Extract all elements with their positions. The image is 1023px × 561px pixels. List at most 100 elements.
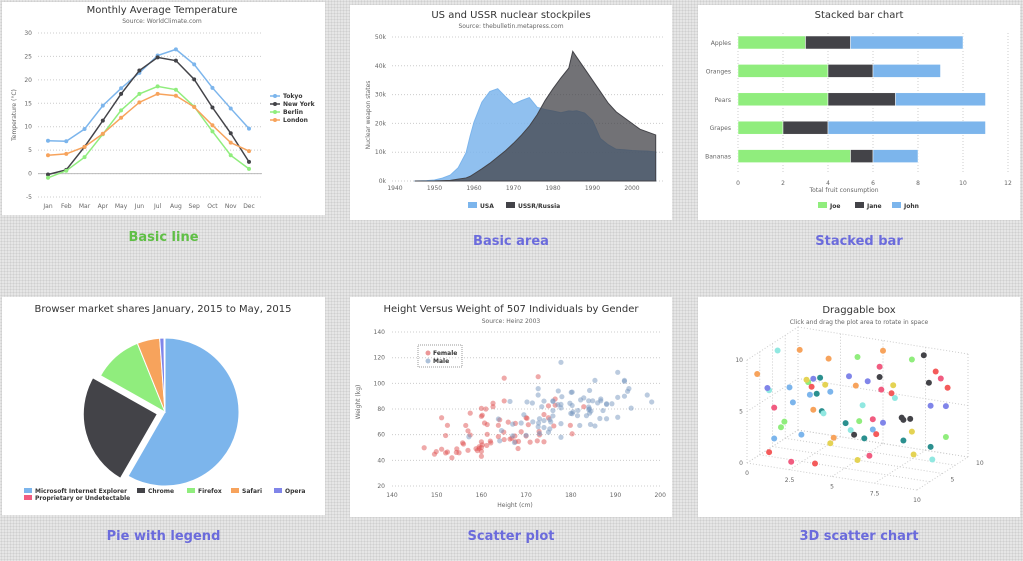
- x-tick-label: 2.5: [785, 477, 795, 484]
- data-point: [173, 93, 178, 98]
- caption-scatter-plot[interactable]: Scatter plot: [467, 529, 555, 544]
- x-tick-label: Oct: [207, 203, 218, 210]
- x-tick-label: 180: [565, 492, 577, 499]
- data-point: [789, 399, 796, 406]
- x-tick-label: Feb: [61, 203, 72, 210]
- male-point: [536, 420, 542, 426]
- data-point: [100, 118, 105, 123]
- chart-card-scatter[interactable]: Height Versus Weight of 507 Individuals …: [350, 297, 672, 517]
- data-point: [888, 390, 895, 397]
- data-point: [155, 91, 160, 96]
- data-point: [927, 402, 934, 409]
- male-point: [558, 421, 564, 427]
- chart-card-pie[interactable]: Browser market shares January, 2015 to M…: [2, 297, 325, 515]
- data-point: [46, 153, 50, 158]
- data-point: [210, 123, 215, 128]
- legend-marker: [273, 102, 277, 106]
- stacked-bar-chart: Stacked bar chart 0 2 4 6 8 10 12 Total fruit co…: [705, 10, 1012, 210]
- x-tick-label: 12: [1004, 180, 1012, 187]
- male-point: [587, 421, 594, 428]
- data-point: [173, 58, 178, 63]
- caption-3d-scatter[interactable]: 3D scatter chart: [799, 529, 919, 544]
- data-point: [927, 443, 934, 450]
- data-point: [788, 458, 795, 465]
- category-label: Oranges: [706, 68, 731, 75]
- box-gridline: [874, 449, 926, 484]
- y-tick-label: 5: [28, 147, 32, 154]
- male-point: [558, 405, 564, 411]
- x-tick-label: Dec: [243, 203, 255, 210]
- legend-symbol: [187, 488, 195, 493]
- data-point: [192, 77, 197, 82]
- female-point: [444, 449, 451, 455]
- male-point: [530, 419, 536, 425]
- chart-title: Height Versus Weight of 507 Individuals …: [384, 304, 640, 315]
- female-point: [443, 432, 449, 439]
- male-point: [558, 434, 564, 440]
- y-tick-label: 20k: [375, 120, 387, 127]
- female-point: [484, 442, 490, 449]
- data-point: [247, 166, 251, 171]
- data-point: [925, 379, 932, 386]
- male-point: [559, 394, 565, 400]
- x-tick-label: 5: [830, 484, 834, 491]
- x-tick-label: 150: [431, 492, 443, 499]
- y-tick-label: 5: [739, 409, 743, 416]
- data-point: [854, 457, 861, 463]
- chart-title: Stacked bar chart: [815, 10, 904, 21]
- legend-marker: [273, 110, 277, 114]
- area-ussr-russia: [414, 50, 657, 182]
- legend-symbol: [425, 350, 431, 356]
- data-point: [854, 354, 861, 360]
- male-point: [649, 399, 655, 405]
- female-point: [490, 404, 496, 410]
- data-point: [82, 155, 87, 160]
- female-point: [551, 423, 557, 429]
- x-tick-label: 1980: [545, 185, 560, 192]
- female-point: [478, 448, 484, 454]
- line-new-york: [47, 56, 250, 176]
- male-point: [510, 421, 516, 427]
- legend-symbol: [137, 488, 145, 493]
- data-point: [46, 175, 50, 180]
- chart-card-basic-line[interactable]: Monthly Average Temperature Source: World…: [2, 2, 325, 215]
- female-point: [433, 449, 439, 455]
- category-label: Grapes: [710, 125, 731, 132]
- data-point: [929, 456, 936, 463]
- legend-symbol: [24, 495, 32, 500]
- caption-basic-line[interactable]: Basic line: [128, 230, 199, 245]
- data-point: [210, 129, 215, 134]
- data-point: [798, 431, 805, 438]
- data-point: [808, 383, 815, 390]
- male-point: [497, 438, 503, 444]
- female-point: [541, 411, 547, 418]
- x-tick-label: 1990: [585, 185, 600, 192]
- caption-basic-area[interactable]: Basic area: [473, 234, 549, 249]
- chart-card-basic-area[interactable]: US and USSR nuclear stockpiles Source: th…: [350, 5, 672, 220]
- legend-item: Chrome: [148, 488, 174, 495]
- male-point: [523, 432, 529, 438]
- 3d-scatter-chart: Draggable box Click and drag the plot are…: [735, 305, 983, 504]
- data-point: [82, 144, 87, 149]
- chart-card-3d-scatter[interactable]: Draggable box Click and drag the plot are…: [698, 297, 1020, 517]
- male-point: [592, 377, 598, 384]
- male-point: [586, 406, 593, 412]
- female-point: [501, 375, 507, 381]
- y-tick-label: 40k: [375, 63, 387, 70]
- chart-card-stacked-bar[interactable]: Stacked bar chart 0 2 4 6 8 10 12 Total fruit co…: [698, 5, 1020, 220]
- data-point: [878, 386, 885, 393]
- caption-pie-with-legend[interactable]: Pie with legend: [106, 529, 221, 544]
- data-point: [827, 388, 834, 395]
- legend-item: USSR/Russia: [518, 203, 560, 210]
- data-point: [137, 91, 142, 96]
- male-point: [615, 394, 621, 400]
- y-tick-label: 40: [377, 457, 385, 464]
- female-point: [527, 439, 533, 445]
- female-point: [465, 428, 471, 434]
- data-point: [754, 371, 761, 377]
- x-tick-label: May: [115, 203, 128, 210]
- caption-stacked-bar[interactable]: Stacked bar: [815, 234, 903, 249]
- x-tick-label: 10: [913, 497, 921, 504]
- x-axis-title: Total fruit consumption: [808, 187, 878, 194]
- data-point: [803, 376, 810, 383]
